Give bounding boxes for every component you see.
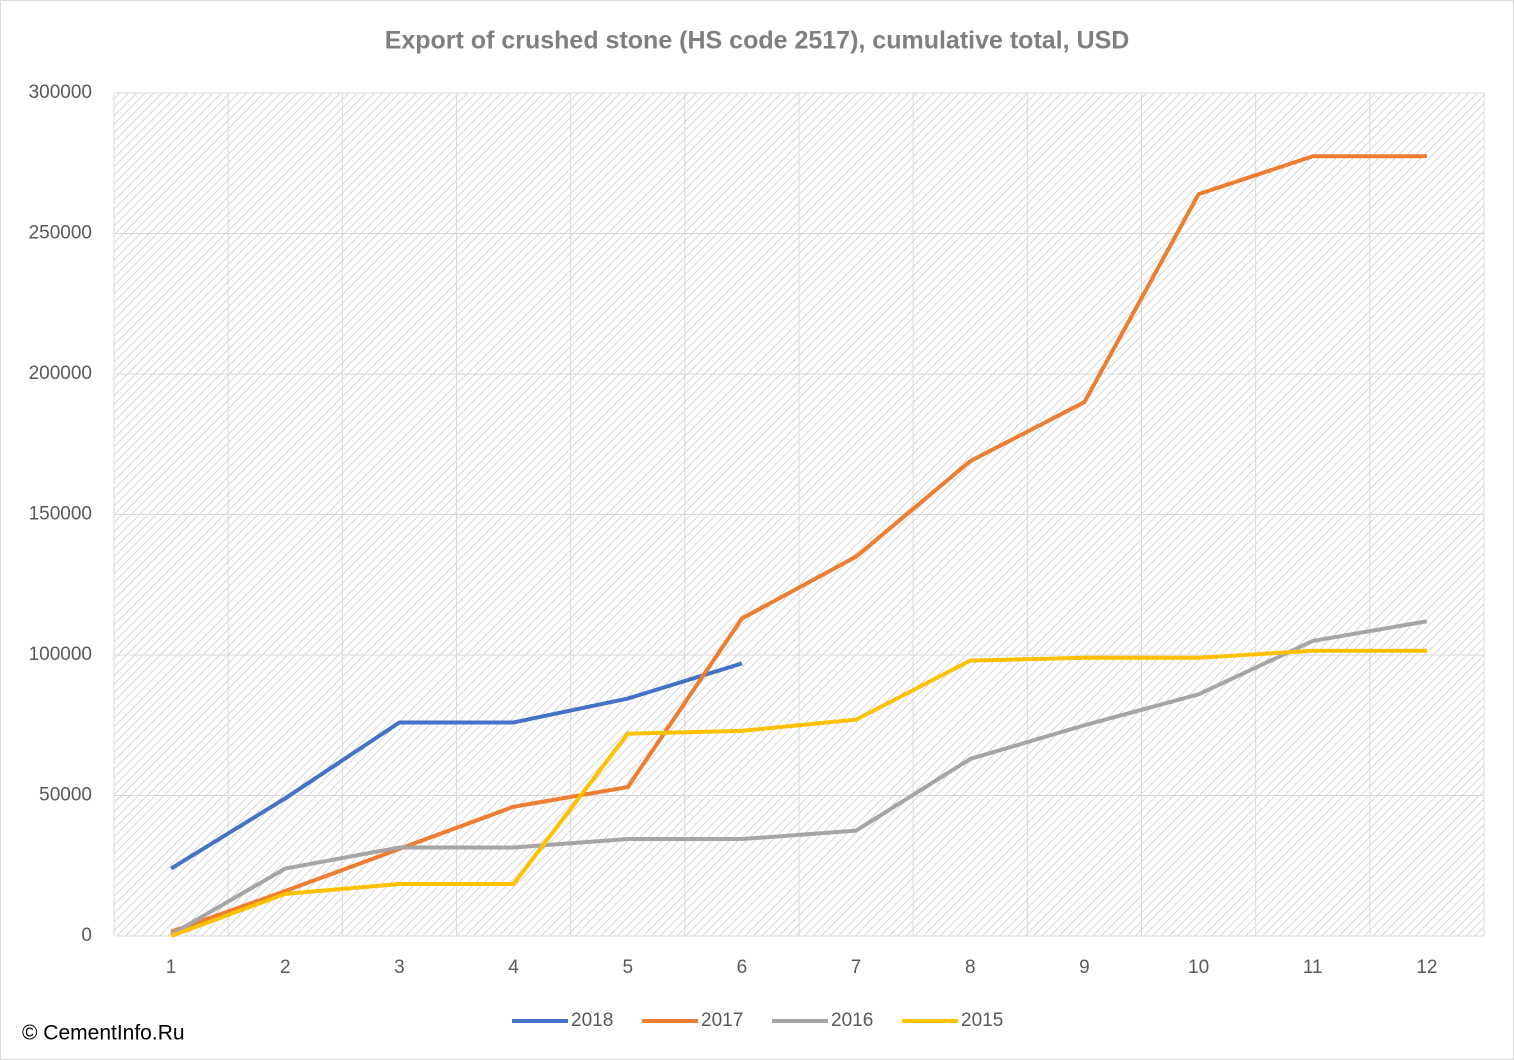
series-line [170,648,1427,938]
x-tick-label: 4 [508,957,519,978]
legend-label: 2016 [831,1010,873,1031]
series-line [170,661,743,871]
source-note: © CementInfo.Ru [22,1022,185,1045]
y-tick-label: 50000 [39,785,92,806]
series-line [170,619,1428,937]
y-tick-label: 150000 [29,504,92,525]
y-tick-label: 300000 [29,82,92,103]
x-tick-label: 5 [622,957,633,978]
y-tick-label: 200000 [29,363,92,384]
series-line [170,154,1427,934]
x-tick-label: 1 [166,957,177,978]
legend-label: 2017 [701,1010,743,1031]
x-tick-label: 6 [737,957,748,978]
x-tick-label: 8 [965,957,976,978]
y-tick-label: 100000 [29,644,92,665]
x-tick-label: 3 [394,957,405,978]
x-tick-label: 12 [1416,957,1437,978]
chart-title: Export of crushed stone (HS code 2517), … [385,27,1130,55]
y-tick-label: 250000 [29,223,92,244]
y-tick-label: 0 [81,925,92,946]
legend-label: 2015 [961,1010,1003,1031]
x-tick-label: 9 [1079,957,1090,978]
legend-label: 2018 [571,1010,613,1031]
x-tick-label: 2 [280,957,291,978]
x-tick-label: 11 [1303,957,1323,978]
x-tick-label: 7 [851,957,862,978]
x-tick-label: 10 [1188,957,1209,978]
